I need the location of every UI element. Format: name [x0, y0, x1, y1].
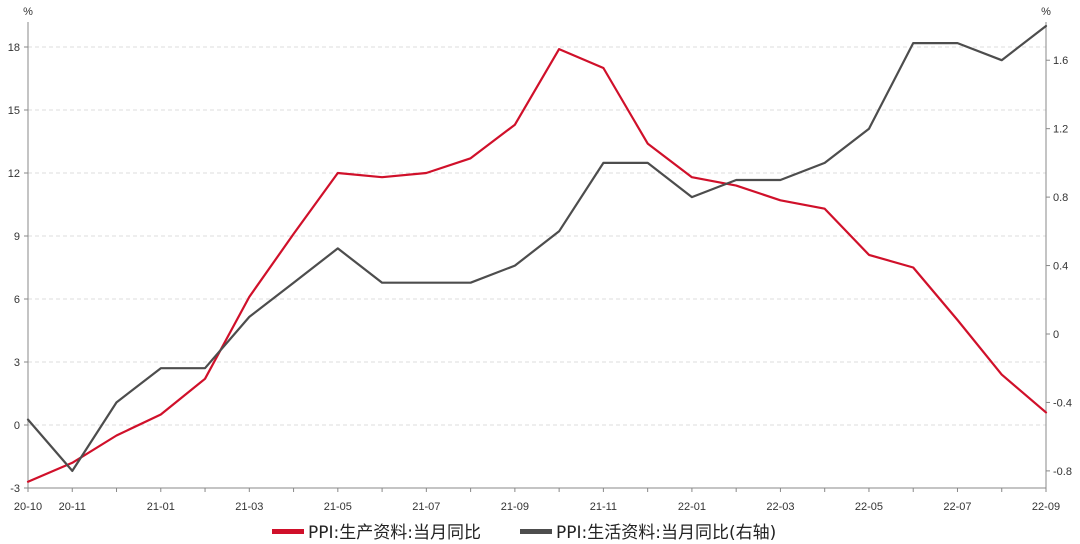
x-tick-label: 21-03 [235, 501, 263, 513]
x-tick-label: 20-10 [14, 501, 42, 513]
x-tick-label: 22-03 [766, 501, 794, 513]
x-tick-label: 20-11 [59, 501, 86, 513]
x-tick-label: 22-09 [1032, 501, 1060, 513]
legend-entry-production-label: PPI:生产资料:当月同比 [308, 523, 481, 543]
legend-entry-production-swatch [272, 529, 304, 534]
x-tick-label: 21-01 [147, 501, 175, 513]
right-tick-label: 0.4 [1053, 261, 1068, 273]
left-tick-label: 18 [8, 42, 20, 54]
axis-layer: -3 0 3 6 9 12 15 18 -0.8 -0.4 0 0.4 0.8 1.2 1.6% % 20-10… [8, 6, 1072, 513]
legend-entry-living-label: PPI:生活资料:当月同比(右轴) [556, 523, 776, 543]
right-axis-unit: % [1041, 6, 1051, 18]
x-tick-label: 21-05 [324, 501, 352, 513]
series-line-production [26, 47, 1048, 483]
x-tick-label: 21-07 [412, 501, 440, 513]
right-tick-label: 1.2 [1053, 124, 1068, 136]
grid-layer [28, 46, 1046, 489]
right-tick-label: 0.8 [1053, 192, 1068, 204]
right-tick-label: 0 [1053, 329, 1059, 341]
x-tick-label: 22-05 [855, 501, 883, 513]
right-tick-label: -0.8 [1053, 466, 1072, 478]
left-axis-unit: % [23, 6, 33, 18]
right-tick-label: 1.6 [1053, 55, 1068, 67]
left-tick-label: 6 [14, 294, 20, 306]
left-tick-label: 9 [14, 231, 20, 243]
x-tick-label: 22-01 [678, 501, 706, 513]
x-tick-label: 21-09 [501, 501, 529, 513]
left-tick-label: 12 [8, 168, 20, 180]
left-tick-label: 15 [8, 105, 20, 117]
x-tick-label: 22-07 [943, 501, 971, 513]
series-line-living [26, 24, 1048, 472]
left-tick-label: -3 [10, 483, 20, 495]
x-tick-label: 21-11 [590, 501, 617, 513]
legend-entry-living-swatch [520, 529, 552, 534]
series-layer [26, 24, 1048, 483]
legend: PPI:生产资料:当月同比 PPI:生活资料:当月同比(右轴) [272, 523, 776, 543]
left-tick-label: 0 [14, 420, 20, 432]
left-tick-label: 3 [14, 357, 20, 369]
right-tick-label: -0.4 [1053, 397, 1072, 409]
